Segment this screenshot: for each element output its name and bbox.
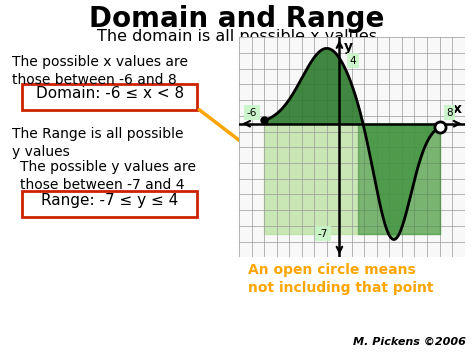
- Text: Domain: -6 ≤ x < 8: Domain: -6 ≤ x < 8: [36, 87, 184, 102]
- Bar: [22, 84, 197, 110]
- Text: The possible y values are
those between -7 and 4: The possible y values are those between …: [20, 160, 196, 192]
- Bar: [22, 191, 197, 217]
- Text: The possible x values are
those between -6 and 8: The possible x values are those between …: [12, 55, 188, 87]
- Text: -7: -7: [318, 229, 328, 239]
- Text: x: x: [453, 102, 462, 116]
- Text: The Range is all possible
y values: The Range is all possible y values: [12, 127, 183, 159]
- Text: M. Pickens ©2006: M. Pickens ©2006: [353, 337, 466, 347]
- Text: Domain and Range: Domain and Range: [89, 5, 385, 33]
- Text: y: y: [344, 40, 353, 54]
- Text: The domain is all possible x values: The domain is all possible x values: [97, 29, 377, 44]
- Text: Range: -7 ≤ y ≤ 4: Range: -7 ≤ y ≤ 4: [41, 193, 179, 208]
- Text: 4: 4: [350, 56, 356, 66]
- Text: -6: -6: [246, 108, 257, 118]
- Text: An open circle means
not including that point: An open circle means not including that …: [248, 263, 434, 295]
- Text: 8: 8: [446, 108, 453, 118]
